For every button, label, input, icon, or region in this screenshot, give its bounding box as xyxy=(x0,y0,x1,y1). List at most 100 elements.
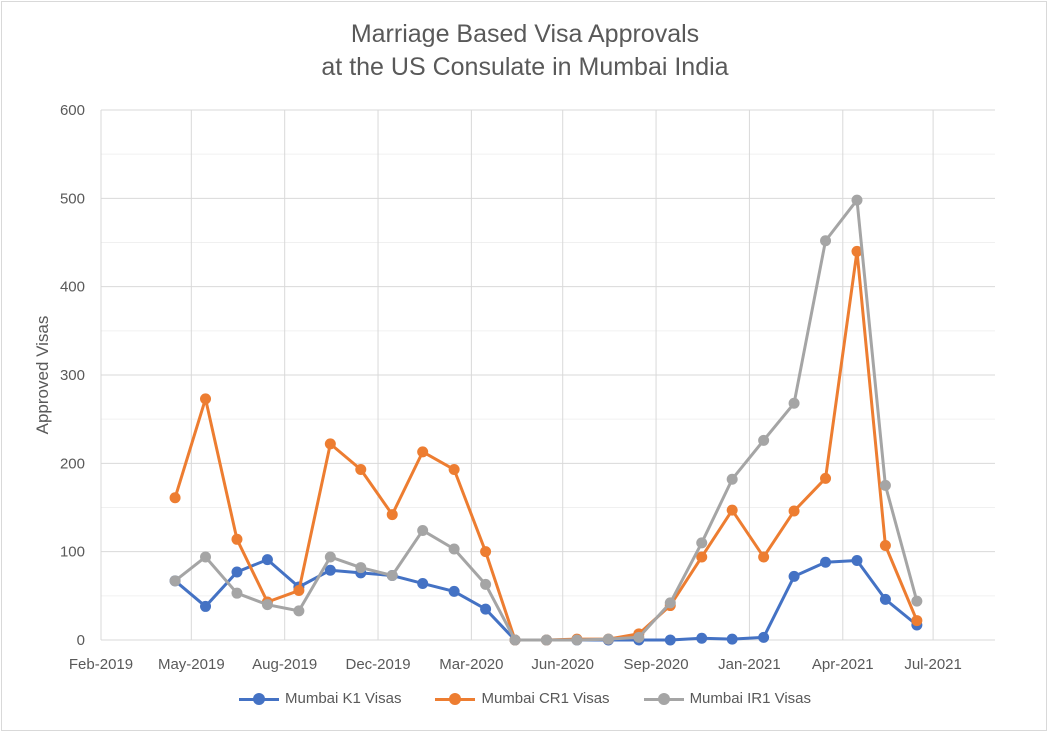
data-point-k1 xyxy=(851,555,863,566)
data-point-ir1 xyxy=(293,605,305,617)
data-point-ir1 xyxy=(664,597,676,609)
data-point-cr1 xyxy=(726,504,738,516)
y-tick-label: 200 xyxy=(60,455,85,472)
legend-label-cr1: Mumbai CR1 Visas xyxy=(481,690,610,707)
legend-item-k1: Mumbai K1 Visas xyxy=(239,690,401,707)
data-point-cr1 xyxy=(820,472,832,484)
data-point-cr1 xyxy=(355,464,367,476)
data-point-ir1 xyxy=(540,634,552,646)
data-point-k1 xyxy=(480,603,492,615)
data-point-ir1 xyxy=(509,634,521,646)
series-line-k1 xyxy=(174,558,918,642)
data-point-k1 xyxy=(696,632,708,644)
data-point-k1 xyxy=(758,631,770,643)
data-point-cr1 xyxy=(480,546,492,558)
data-point-k1 xyxy=(417,577,429,589)
x-tick-label: Dec-2019 xyxy=(346,656,411,673)
x-tick-label: Jun-2020 xyxy=(531,656,594,673)
data-point-ir1 xyxy=(417,524,429,536)
data-point-ir1 xyxy=(696,537,708,549)
data-point-ir1 xyxy=(820,235,832,247)
data-point-ir1 xyxy=(602,633,614,645)
data-point-cr1 xyxy=(448,464,460,476)
x-tick-label: Aug-2019 xyxy=(252,656,317,673)
data-point-k1 xyxy=(664,634,676,646)
data-point-ir1 xyxy=(261,599,273,611)
data-point-k1 xyxy=(879,593,891,605)
data-point-k1 xyxy=(324,564,336,576)
legend-item-ir1: Mumbai IR1 Visas xyxy=(643,690,811,707)
data-point-ir1 xyxy=(169,575,181,587)
data-point-cr1 xyxy=(231,533,243,545)
chart-title: Marriage Based Visa Approvals at the US … xyxy=(0,18,1050,84)
data-point-cr1 xyxy=(417,446,429,458)
series-line-cr1 xyxy=(173,249,919,642)
data-point-cr1 xyxy=(851,245,863,257)
data-point-ir1 xyxy=(633,631,645,643)
data-point-k1 xyxy=(448,585,460,597)
data-point-ir1 xyxy=(480,578,492,590)
data-point-k1 xyxy=(261,554,273,566)
y-tick-label: 100 xyxy=(60,544,85,561)
legend-swatch-ir1 xyxy=(643,692,684,705)
data-point-ir1 xyxy=(851,194,863,206)
data-point-ir1 xyxy=(726,473,738,485)
y-axis-label: Approved Visas xyxy=(33,316,52,435)
x-tick-label: Mar-2020 xyxy=(439,656,503,673)
data-point-k1 xyxy=(788,570,800,582)
data-point-k1 xyxy=(231,566,243,578)
chart-title-line-1: Marriage Based Visa Approvals xyxy=(350,20,700,48)
data-point-cr1 xyxy=(879,539,891,551)
y-tick-label: 500 xyxy=(60,190,85,207)
series-group xyxy=(169,194,923,646)
data-point-cr1 xyxy=(293,585,305,597)
series-cr1 xyxy=(169,245,923,646)
legend-swatch-cr1 xyxy=(435,692,476,705)
y-tick-label: 0 xyxy=(77,632,85,649)
y-axis-ticks: 0 100 200 300 400 500 600 xyxy=(60,102,85,649)
data-point-ir1 xyxy=(758,434,770,446)
data-point-ir1 xyxy=(911,595,923,607)
data-point-ir1 xyxy=(231,587,243,599)
data-point-ir1 xyxy=(448,543,460,555)
y-tick-label: 400 xyxy=(60,279,85,296)
x-axis-ticks: Feb-2019 May-2019 Aug-2019 Dec-2019 Mar-2020… xyxy=(69,656,962,673)
legend-swatch-k1 xyxy=(239,692,279,705)
series-k1 xyxy=(169,554,923,646)
y-tick-label: 600 xyxy=(60,102,85,119)
data-point-ir1 xyxy=(788,397,800,409)
legend: Mumbai K1 Visas Mumbai CR1 Visas Mumbai … xyxy=(0,690,1050,707)
legend-label-k1: Mumbai K1 Visas xyxy=(285,690,402,707)
x-tick-label: Jul-2021 xyxy=(904,656,962,673)
x-tick-label: Jan-2021 xyxy=(718,656,781,673)
gridlines xyxy=(100,109,995,641)
data-point-ir1 xyxy=(324,551,336,563)
data-point-cr1 xyxy=(911,615,923,627)
chart-title-line-2: at the US Consulate in Mumbai India xyxy=(321,53,729,81)
y-tick-label: 300 xyxy=(60,367,85,384)
data-point-cr1 xyxy=(696,551,708,563)
data-point-cr1 xyxy=(169,492,181,504)
data-point-cr1 xyxy=(200,393,212,405)
data-point-ir1 xyxy=(200,551,212,563)
data-point-cr1 xyxy=(758,551,770,563)
x-tick-label: Sep-2020 xyxy=(624,656,689,673)
data-point-k1 xyxy=(726,633,738,645)
legend-item-cr1: Mumbai CR1 Visas xyxy=(435,690,610,707)
data-point-k1 xyxy=(820,556,832,568)
x-tick-label: Feb-2019 xyxy=(69,656,133,673)
data-point-ir1 xyxy=(571,634,583,646)
data-point-ir1 xyxy=(355,562,367,574)
x-tick-label: Apr-2021 xyxy=(812,656,874,673)
series-line-ir1 xyxy=(174,198,919,642)
data-point-cr1 xyxy=(386,509,398,521)
data-point-k1 xyxy=(200,600,212,612)
data-point-cr1 xyxy=(788,505,800,517)
series-ir1 xyxy=(169,194,923,646)
data-point-cr1 xyxy=(324,438,336,450)
x-tick-label: May-2019 xyxy=(158,656,225,673)
data-point-ir1 xyxy=(386,570,398,582)
legend-label-ir1: Mumbai IR1 Visas xyxy=(689,690,811,707)
data-point-ir1 xyxy=(879,479,891,491)
